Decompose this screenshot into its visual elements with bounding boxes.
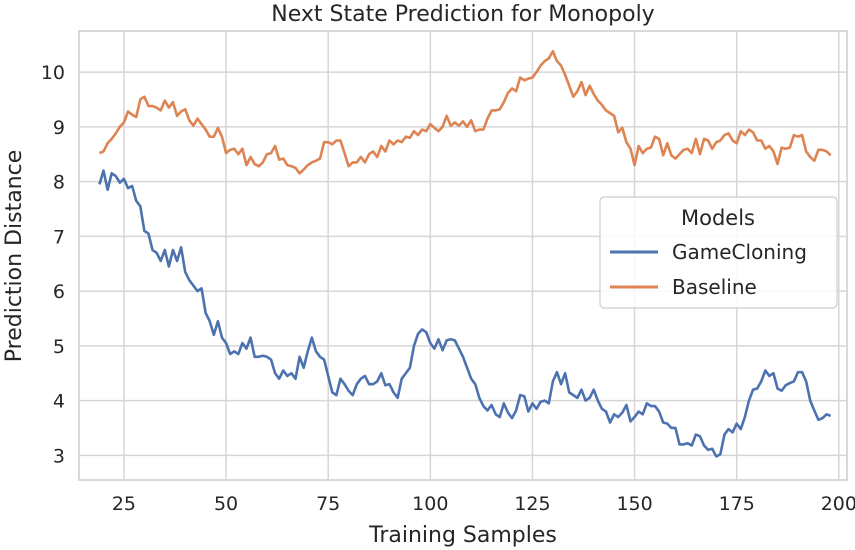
series-layer (98, 49, 832, 458)
legend-label-gamecloning: GameCloning (672, 240, 807, 264)
x-tick-label-175: 175 (719, 493, 755, 515)
y-tick-label-6: 6 (53, 281, 65, 303)
series-line-gamecloning (98, 169, 832, 458)
x-tick-label-25: 25 (112, 493, 136, 515)
x-tick-label-200: 200 (821, 493, 855, 515)
y-tick-labels: 3 4 5 6 7 8 9 10 (41, 62, 65, 467)
grid-lines (79, 31, 847, 480)
y-tick-label-9: 9 (53, 117, 65, 139)
y-tick-label-10: 10 (41, 62, 65, 84)
legend-box (599, 196, 838, 309)
x-tick-label-150: 150 (616, 493, 652, 515)
x-tick-labels: 25 50 75 100 125 150 175 200 (112, 493, 855, 515)
x-tick-label-75: 75 (316, 493, 340, 515)
y-tick-label-3: 3 (53, 445, 65, 467)
series-line-baseline (98, 49, 832, 175)
y-tick-label-4: 4 (53, 391, 65, 413)
x-axis-label: Training Samples (368, 523, 557, 548)
chart-title: Next State Prediction for Monopoly (271, 2, 654, 27)
x-tick-label-125: 125 (514, 493, 550, 515)
y-axis-label: Prediction Distance (2, 150, 27, 362)
y-tick-label-8: 8 (53, 172, 65, 194)
y-tick-label-5: 5 (53, 336, 65, 358)
x-tick-label-50: 50 (214, 493, 238, 515)
y-tick-label-7: 7 (53, 226, 65, 248)
legend-title: Models (681, 206, 755, 230)
legend: Models GameCloning Baseline (599, 196, 838, 309)
legend-label-baseline: Baseline (672, 275, 757, 299)
x-tick-label-100: 100 (412, 493, 448, 515)
